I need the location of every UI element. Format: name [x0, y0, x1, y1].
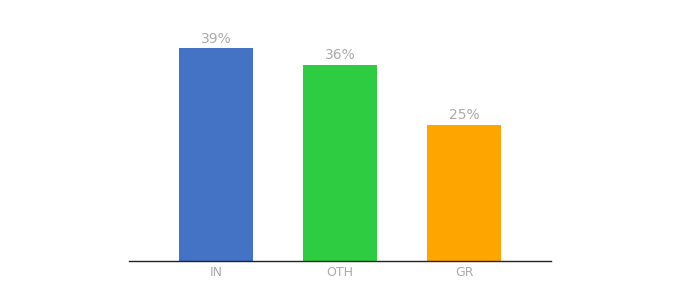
- Text: 36%: 36%: [324, 49, 356, 62]
- Text: 39%: 39%: [201, 32, 231, 46]
- Bar: [179, 48, 253, 261]
- Text: 25%: 25%: [449, 109, 479, 122]
- Bar: [303, 64, 377, 261]
- Bar: [427, 124, 501, 261]
